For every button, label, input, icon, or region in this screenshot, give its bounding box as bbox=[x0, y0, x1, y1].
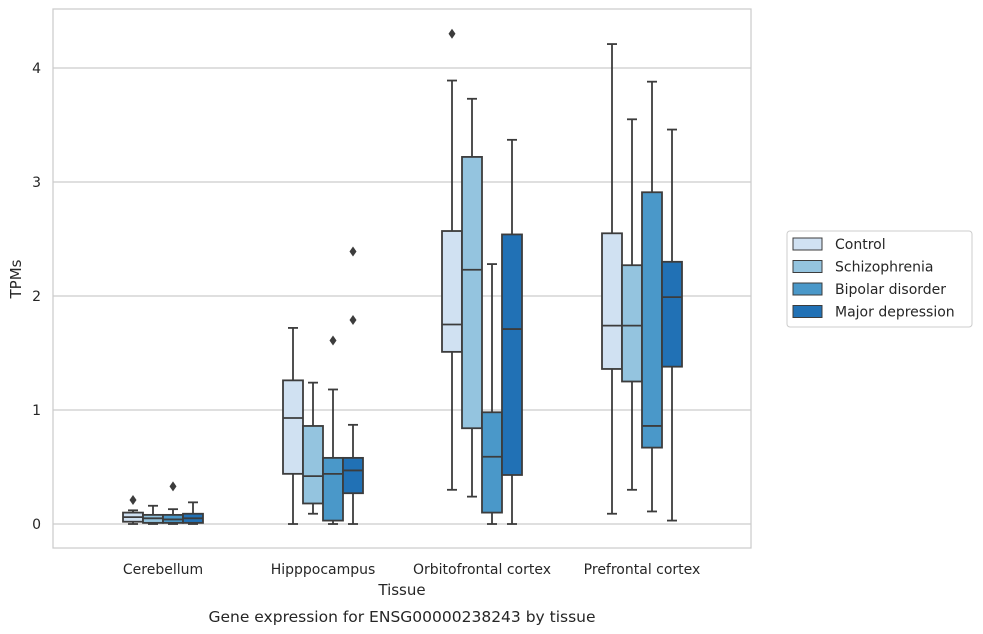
x-tick-label: Cerebellum bbox=[123, 562, 203, 578]
box bbox=[601, 43, 623, 515]
legend-swatch bbox=[792, 305, 823, 318]
outlier-point bbox=[169, 481, 177, 492]
legend-frame bbox=[786, 230, 973, 328]
y-tick-labels: 0 1 2 3 4 bbox=[32, 61, 41, 533]
legend-label: Schizophrenia bbox=[835, 260, 933, 276]
series-major-depression bbox=[182, 128, 683, 525]
y-tick-label: 3 bbox=[32, 175, 41, 191]
box bbox=[461, 97, 483, 498]
box-body bbox=[441, 230, 463, 353]
box-body bbox=[282, 379, 304, 475]
y-tick-label: 4 bbox=[32, 61, 41, 77]
outlier-point bbox=[349, 246, 357, 257]
box bbox=[641, 80, 663, 513]
box bbox=[282, 327, 304, 525]
legend: Control Schizophrenia Bipolar disorder Majo… bbox=[786, 230, 973, 328]
box-body bbox=[601, 232, 623, 370]
legend-label: Major depression bbox=[835, 305, 955, 321]
x-axis-label: Tissue bbox=[377, 581, 425, 599]
box-body bbox=[481, 411, 503, 514]
y-tick-label: 0 bbox=[32, 517, 41, 533]
box bbox=[122, 495, 144, 525]
outlier-point bbox=[129, 495, 137, 506]
legend-item: Schizophrenia bbox=[792, 260, 933, 276]
x-tick-labels: Cerebellum Hipppocampus Orbitofrontal cort… bbox=[123, 562, 700, 578]
box-body bbox=[621, 264, 643, 383]
box-body bbox=[302, 425, 324, 505]
grid-lines bbox=[53, 67, 751, 525]
box bbox=[182, 501, 204, 525]
legend-swatch bbox=[792, 260, 823, 273]
box-body bbox=[461, 156, 483, 430]
legend-item: Bipolar disorder bbox=[792, 282, 946, 298]
outlier-point bbox=[329, 335, 337, 346]
x-tick-label: Orbitofrontal cortex bbox=[413, 562, 551, 578]
box bbox=[501, 138, 523, 525]
box-body bbox=[641, 191, 663, 449]
box bbox=[441, 28, 463, 491]
legend-label: Bipolar disorder bbox=[835, 282, 946, 298]
legend-label: Control bbox=[835, 237, 886, 253]
box-body bbox=[322, 456, 344, 522]
x-tick-label: Hipppocampus bbox=[271, 562, 376, 578]
x-tick-label: Prefrontal cortex bbox=[584, 562, 701, 578]
y-axis-label: TPMs bbox=[7, 259, 25, 299]
legend-swatch bbox=[792, 282, 823, 296]
series-bipolar-disorder bbox=[162, 80, 663, 525]
y-tick-label: 1 bbox=[32, 403, 41, 419]
box bbox=[142, 504, 164, 525]
series-control bbox=[122, 28, 623, 525]
box-series bbox=[122, 28, 683, 525]
box-body bbox=[342, 456, 364, 495]
box-body bbox=[501, 233, 523, 476]
plot-frame bbox=[52, 8, 752, 549]
legend-item: Control bbox=[792, 237, 886, 253]
legend-item: Major depression bbox=[792, 305, 955, 321]
box bbox=[621, 118, 643, 491]
box bbox=[342, 246, 364, 525]
chart-caption: Gene expression for ENSG00000238243 by t… bbox=[208, 608, 595, 626]
box bbox=[162, 481, 184, 525]
box bbox=[302, 381, 324, 515]
y-tick-label: 2 bbox=[32, 289, 41, 305]
series-schizophrenia bbox=[142, 97, 643, 525]
outlier-point bbox=[349, 314, 357, 325]
legend-items: Control Schizophrenia Bipolar disorder Majo… bbox=[792, 237, 955, 321]
box bbox=[322, 335, 344, 525]
outlier-point bbox=[448, 28, 456, 39]
box bbox=[481, 263, 503, 525]
legend-swatch bbox=[792, 237, 823, 251]
box bbox=[661, 128, 683, 522]
box-body bbox=[661, 260, 683, 368]
